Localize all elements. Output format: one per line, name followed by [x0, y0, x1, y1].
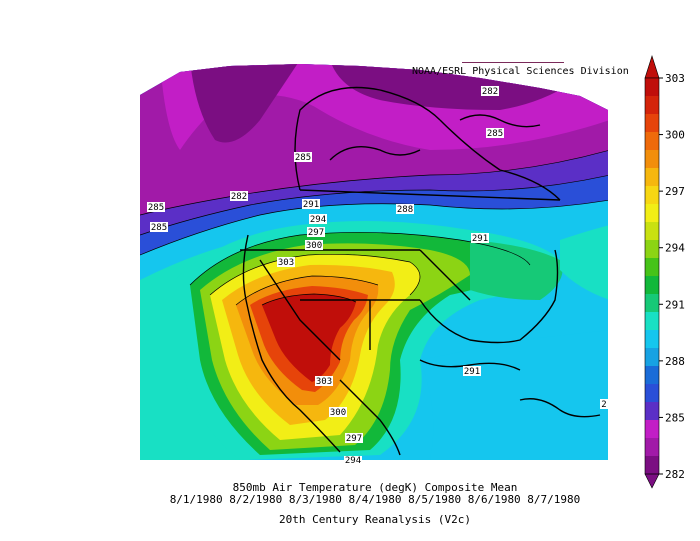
- contour-label: 303: [315, 376, 333, 387]
- colorbar-tick-label: 303: [665, 72, 685, 85]
- contour-label: 282: [481, 86, 499, 97]
- colorbar-segment: [645, 168, 659, 187]
- contour-lines: [140, 149, 608, 306]
- svg-text:300: 300: [306, 241, 322, 251]
- svg-text:285: 285: [151, 223, 167, 233]
- colorbar-segment: [645, 150, 659, 169]
- colorbar-segment: [645, 294, 659, 313]
- contour-label: 282: [230, 191, 248, 202]
- contour-label: 291: [302, 199, 320, 210]
- colorbar-segment: [645, 456, 659, 475]
- contour-label: 285: [150, 222, 168, 233]
- contour-label: 300: [305, 240, 323, 251]
- colorbar-segment: [645, 312, 659, 331]
- colorbar-segment: [645, 132, 659, 151]
- colorbar-tick-label: 294: [665, 242, 685, 255]
- colorbar-outline: [644, 77, 660, 475]
- contour-label: 2: [600, 399, 608, 410]
- svg-text:285: 285: [487, 129, 503, 139]
- svg-text:297: 297: [308, 228, 324, 238]
- svg-text:282: 282: [482, 87, 498, 97]
- colorbar-segment: [645, 276, 659, 295]
- colorbar-segment: [645, 420, 659, 439]
- svg-text:294: 294: [310, 215, 326, 225]
- colorbar-tick-label: 288: [665, 355, 685, 368]
- svg-text:285: 285: [148, 203, 164, 213]
- contour-label: 303: [277, 257, 295, 268]
- contour-label: 285: [294, 152, 312, 163]
- colorbar-tick-label: 300: [665, 129, 685, 142]
- colorbar-segment: [645, 348, 659, 367]
- contour-label: 300: [329, 407, 347, 418]
- contour-label: 297: [345, 433, 363, 444]
- colorbar-top-arrow: [644, 55, 660, 79]
- svg-text:285: 285: [295, 153, 311, 163]
- colorbar-tick-label: 285: [665, 411, 685, 424]
- svg-text:297: 297: [346, 434, 362, 444]
- colorbar-segment: [645, 258, 659, 277]
- colorbar-segment: [645, 96, 659, 115]
- svg-text:294: 294: [345, 456, 361, 466]
- svg-text:282: 282: [231, 192, 247, 202]
- colorbar-segment: [645, 240, 659, 259]
- contour-label: 291: [471, 233, 489, 244]
- colorbar-tick-label: 291: [665, 298, 685, 311]
- colorbar-segment: [645, 384, 659, 403]
- caption-title: 850mb Air Temperature (degK) Composite M…: [232, 481, 518, 494]
- colorbar-segment: [645, 330, 659, 349]
- colorbar-segment: [645, 366, 659, 385]
- contour-label: 294: [309, 214, 327, 225]
- caption-dates: 8/1/1980 8/2/1980 8/3/1980 8/4/1980 8/5/…: [169, 493, 581, 506]
- contour-label: 291: [463, 366, 481, 377]
- svg-text:303: 303: [278, 258, 294, 268]
- colorbar-ticks: 282 285 288 291 294 297 300 303: [659, 72, 685, 481]
- svg-text:300: 300: [330, 408, 346, 418]
- svg-text:2: 2: [601, 400, 606, 410]
- svg-text:291: 291: [472, 234, 488, 244]
- caption-source: 20th Century Reanalysis (V2c): [278, 513, 472, 526]
- svg-text:291: 291: [464, 367, 480, 377]
- colorbar-segment: [645, 186, 659, 205]
- credit-text: NOAA/ESRL Physical Sciences Division: [412, 66, 629, 77]
- colorbar-segment: [645, 204, 659, 223]
- svg-text:288: 288: [397, 205, 413, 215]
- contour-labels: 282 285 285 285 282 285 291 294 297 300 …: [147, 86, 608, 466]
- contour-label: 285: [147, 202, 165, 213]
- coastline-borders: [240, 86, 601, 456]
- colorbar-segment: [645, 114, 659, 133]
- colorbar-tick-label: 297: [665, 185, 685, 198]
- colorbar-segment: [645, 402, 659, 421]
- colorbar-segment: [645, 78, 659, 97]
- contour-label: 285: [486, 128, 504, 139]
- colorbar: [644, 55, 660, 489]
- contour-label: 288: [396, 204, 414, 215]
- temperature-field: [140, 64, 608, 460]
- credit-underline: [462, 62, 564, 63]
- svg-text:303: 303: [316, 377, 332, 387]
- contour-label: 297: [307, 227, 325, 238]
- colorbar-tick-label: 282: [665, 468, 685, 481]
- colorbar-segment: [645, 222, 659, 241]
- colorbar-segment: [645, 438, 659, 457]
- contour-label: 294: [344, 456, 362, 466]
- svg-text:291: 291: [303, 200, 319, 210]
